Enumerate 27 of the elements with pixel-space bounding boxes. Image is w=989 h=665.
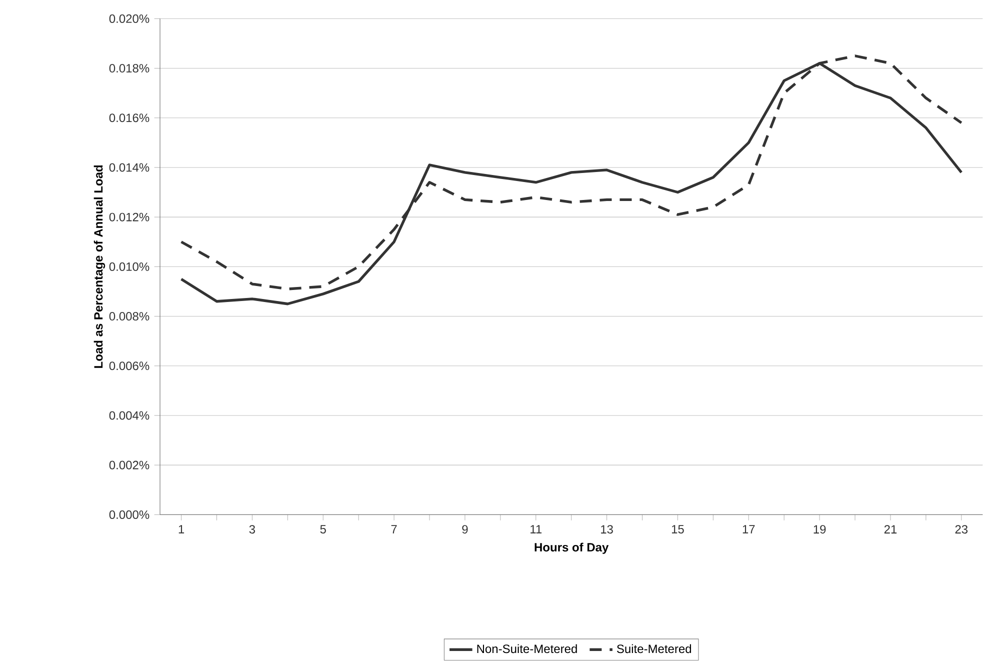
y-tick-label: 0.002% xyxy=(109,460,150,470)
x-tick-label: 19 xyxy=(814,525,826,534)
y-axis-title: Load as Percentage of Annual Load xyxy=(94,165,106,368)
x-tick-label: 1 xyxy=(178,525,184,534)
x-tick-label: 7 xyxy=(391,525,397,534)
x-tick-label: 3 xyxy=(249,525,256,534)
x-axis-title: Hours of Day xyxy=(534,542,609,554)
y-tick-label: 0.006% xyxy=(109,362,150,370)
x-tick-label: 23 xyxy=(955,525,968,534)
y-tick-label: 0.016% xyxy=(109,114,150,122)
x-tick-label: 5 xyxy=(320,525,326,534)
y-tick-label: 0.018% xyxy=(109,64,150,73)
x-tick-label: 15 xyxy=(672,525,684,534)
y-tick-label: 0.020% xyxy=(109,14,150,23)
x-tick-label: 13 xyxy=(601,525,613,534)
y-tick-label: 0.010% xyxy=(109,262,150,271)
y-tick-label: 0.014% xyxy=(109,163,150,172)
legend-label: Suite-Metered xyxy=(616,644,692,654)
y-tick-label: 0.008% xyxy=(109,312,150,321)
x-tick-label: 9 xyxy=(462,525,468,534)
x-tick-label: 11 xyxy=(530,525,542,534)
x-tick-label: 17 xyxy=(742,525,755,534)
y-tick-label: 0.004% xyxy=(109,411,150,420)
x-tick-label: 21 xyxy=(884,525,897,534)
y-tick-label: 0.000% xyxy=(109,510,150,519)
legend-label: Non-Suite-Metered xyxy=(477,644,577,654)
y-tick-label: 0.012% xyxy=(109,212,150,222)
